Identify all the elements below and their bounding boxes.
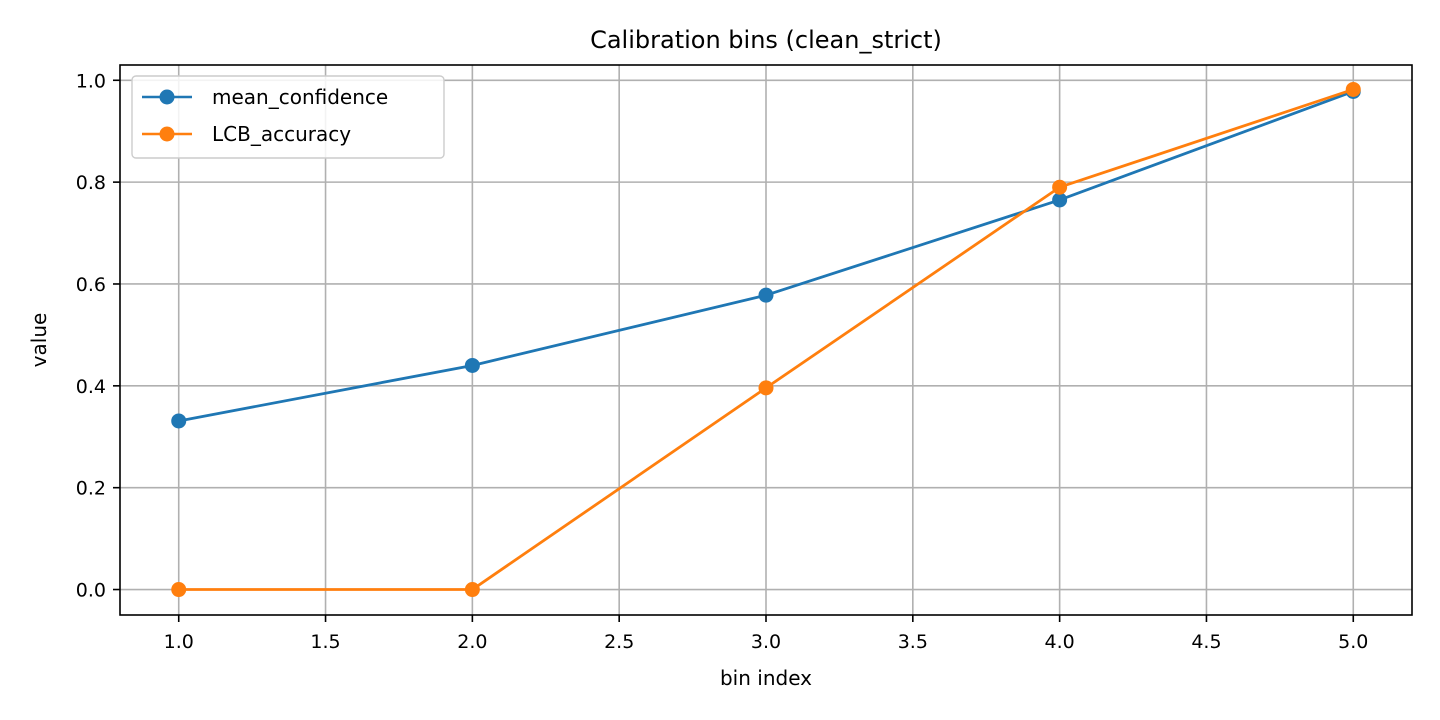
- data-point-lcb-accuracy: [464, 582, 480, 598]
- legend-marker-mean-confidence: [159, 89, 175, 105]
- y-axis-label: value: [27, 313, 51, 368]
- series-layer: [171, 81, 1361, 598]
- x-tick-label: 1.0: [164, 631, 194, 653]
- data-point-mean-confidence: [1052, 192, 1068, 208]
- x-tick-label: 4.5: [1191, 631, 1221, 653]
- y-tick-label: 0.8: [76, 172, 106, 194]
- y-tick-label: 0.6: [76, 274, 106, 296]
- data-point-mean-confidence: [464, 357, 480, 373]
- x-tick-label: 1.5: [310, 631, 340, 653]
- grid-layer: [120, 65, 1412, 615]
- chart-title: Calibration bins (clean_strict): [590, 26, 942, 54]
- legend: mean_confidence LCB_accuracy: [131, 75, 445, 159]
- x-tick-label: 5.0: [1338, 631, 1368, 653]
- x-axis-label: bin index: [720, 666, 812, 690]
- data-point-lcb-accuracy: [171, 582, 187, 598]
- x-tick-label: 4.0: [1045, 631, 1075, 653]
- data-point-lcb-accuracy: [758, 380, 774, 396]
- x-tick-label: 3.0: [751, 631, 781, 653]
- y-tick-label: 0.4: [76, 376, 106, 398]
- tick-layer: 1.0 1.5 2.0 2.5 3.0 3.5 4.0 4.5 5.0 0.0 0.2 0.4 0.6 0…: [76, 70, 1369, 653]
- x-tick-label: 2.0: [457, 631, 487, 653]
- y-tick-label: 0.0: [76, 580, 106, 602]
- legend-label-mean-confidence: mean_confidence: [212, 85, 388, 109]
- legend-marker-lcb-accuracy: [159, 126, 175, 142]
- legend-frame: [131, 75, 445, 159]
- data-point-mean-confidence: [171, 413, 187, 429]
- y-tick-label: 1.0: [76, 70, 106, 92]
- y-tick-label: 0.2: [76, 478, 106, 500]
- legend-label-lcb-accuracy: LCB_accuracy: [212, 122, 351, 146]
- data-point-lcb-accuracy: [1052, 179, 1068, 195]
- x-tick-label: 3.5: [898, 631, 928, 653]
- data-point-mean-confidence: [758, 287, 774, 303]
- x-tick-label: 2.5: [604, 631, 634, 653]
- data-point-lcb-accuracy: [1345, 81, 1361, 97]
